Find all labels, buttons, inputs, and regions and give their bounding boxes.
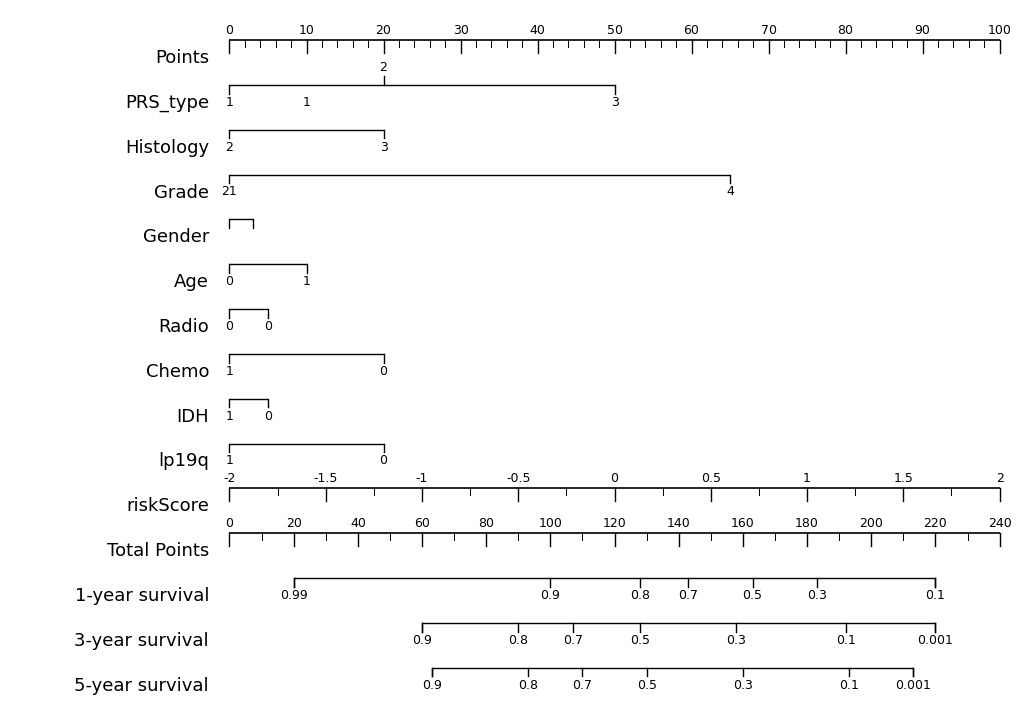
Text: 0.7: 0.7 xyxy=(678,589,698,602)
Text: 0.5: 0.5 xyxy=(700,473,720,486)
Text: 1-year survival: 1-year survival xyxy=(74,587,209,605)
Text: 1: 1 xyxy=(802,473,810,486)
Text: 0.5: 0.5 xyxy=(630,633,649,646)
Text: 160: 160 xyxy=(731,518,754,531)
Text: 0.1: 0.1 xyxy=(924,589,945,602)
Text: 1: 1 xyxy=(225,409,233,422)
Text: 2: 2 xyxy=(995,473,1003,486)
Text: 0.8: 0.8 xyxy=(507,633,528,646)
Text: 0: 0 xyxy=(225,320,233,333)
Text: 0.001: 0.001 xyxy=(916,633,953,646)
Text: 180: 180 xyxy=(795,518,818,531)
Text: 200: 200 xyxy=(858,518,882,531)
Text: 2: 2 xyxy=(379,61,387,74)
Text: 0.7: 0.7 xyxy=(562,633,582,646)
Text: 1.5: 1.5 xyxy=(893,473,912,486)
Text: 0.7: 0.7 xyxy=(572,678,592,691)
Text: 0: 0 xyxy=(225,275,233,288)
Text: 4: 4 xyxy=(726,185,734,198)
Text: 5-year survival: 5-year survival xyxy=(74,677,209,695)
Text: 0: 0 xyxy=(610,473,618,486)
Text: 10: 10 xyxy=(299,25,314,37)
Text: 3: 3 xyxy=(610,95,618,108)
Text: 30: 30 xyxy=(452,25,468,37)
Text: 0: 0 xyxy=(379,364,387,377)
Text: 60: 60 xyxy=(414,518,430,531)
Text: 40: 40 xyxy=(350,518,366,531)
Text: -1.5: -1.5 xyxy=(313,473,337,486)
Text: -1: -1 xyxy=(416,473,428,486)
Text: 0.3: 0.3 xyxy=(726,633,746,646)
Text: 0.9: 0.9 xyxy=(412,633,431,646)
Text: 2: 2 xyxy=(225,140,233,153)
Text: 3-year survival: 3-year survival xyxy=(74,632,209,650)
Text: Total Points: Total Points xyxy=(107,542,209,560)
Text: PRS_type: PRS_type xyxy=(125,94,209,112)
Text: Points: Points xyxy=(155,49,209,67)
Text: 0: 0 xyxy=(225,518,233,531)
Text: 240: 240 xyxy=(986,518,1011,531)
Text: 21: 21 xyxy=(221,185,237,198)
Text: -2: -2 xyxy=(223,473,235,486)
Text: lp19q: lp19q xyxy=(158,453,209,471)
Text: 0.8: 0.8 xyxy=(518,678,537,691)
Text: 0.9: 0.9 xyxy=(421,678,441,691)
Text: 0: 0 xyxy=(264,320,272,333)
Text: 20: 20 xyxy=(285,518,302,531)
Text: 0.5: 0.5 xyxy=(636,678,656,691)
Text: Radio: Radio xyxy=(158,318,209,336)
Text: Grade: Grade xyxy=(154,184,209,202)
Text: Chemo: Chemo xyxy=(146,363,209,381)
Text: 1: 1 xyxy=(303,275,310,288)
Text: 40: 40 xyxy=(529,25,545,37)
Text: 20: 20 xyxy=(375,25,391,37)
Text: 0.99: 0.99 xyxy=(279,589,308,602)
Text: 0: 0 xyxy=(264,409,272,422)
Text: 0.3: 0.3 xyxy=(733,678,752,691)
Text: 0: 0 xyxy=(225,25,233,37)
Text: 1: 1 xyxy=(225,364,233,377)
Text: 0.1: 0.1 xyxy=(838,678,858,691)
Text: 0.3: 0.3 xyxy=(806,589,825,602)
Text: 0.9: 0.9 xyxy=(540,589,559,602)
Text: 1: 1 xyxy=(225,95,233,108)
Text: 100: 100 xyxy=(538,518,561,531)
Text: Histology: Histology xyxy=(125,139,209,157)
Text: 80: 80 xyxy=(478,518,494,531)
Text: 0.1: 0.1 xyxy=(835,633,855,646)
Text: 60: 60 xyxy=(683,25,699,37)
Text: 140: 140 xyxy=(666,518,690,531)
Text: 220: 220 xyxy=(922,518,947,531)
Text: 120: 120 xyxy=(602,518,626,531)
Text: -0.5: -0.5 xyxy=(505,473,530,486)
Text: 1: 1 xyxy=(303,95,310,108)
Text: 100: 100 xyxy=(986,25,1011,37)
Text: 80: 80 xyxy=(837,25,853,37)
Text: IDH: IDH xyxy=(176,408,209,426)
Text: 0.001: 0.001 xyxy=(894,678,930,691)
Text: 70: 70 xyxy=(760,25,775,37)
Text: Age: Age xyxy=(174,273,209,291)
Text: Gender: Gender xyxy=(143,228,209,247)
Text: 0.5: 0.5 xyxy=(742,589,762,602)
Text: 1: 1 xyxy=(225,455,233,467)
Text: 0.8: 0.8 xyxy=(630,589,649,602)
Text: 0: 0 xyxy=(379,455,387,467)
Text: 50: 50 xyxy=(606,25,622,37)
Text: 3: 3 xyxy=(379,140,387,153)
Text: 90: 90 xyxy=(914,25,929,37)
Text: riskScore: riskScore xyxy=(126,497,209,515)
